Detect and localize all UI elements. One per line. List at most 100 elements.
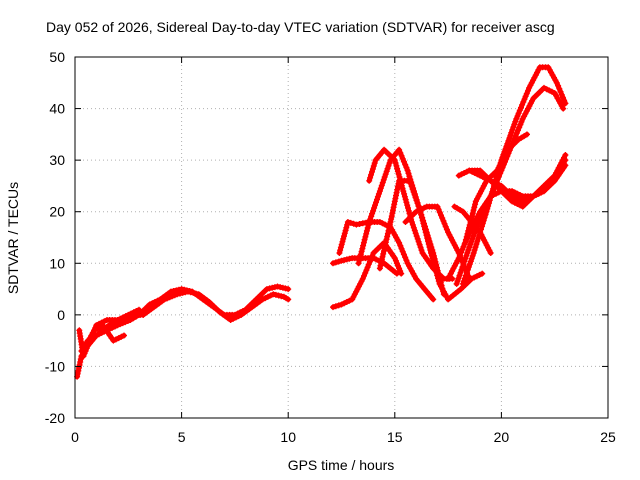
data-point-marker <box>497 170 504 177</box>
x-tick-label: 15 <box>387 429 403 445</box>
data-point-marker <box>374 196 380 203</box>
data-point-marker <box>471 230 478 237</box>
data-point-marker <box>393 270 400 277</box>
x-tick-label: 10 <box>280 429 296 445</box>
data-point-marker <box>98 329 105 336</box>
data-point-marker <box>541 84 547 91</box>
data-point-marker <box>370 207 377 214</box>
data-point-marker <box>518 118 525 125</box>
data-point-marker <box>438 212 444 219</box>
y-axis-title: SDTVAR / TECUs <box>5 182 21 294</box>
data-point-marker <box>425 241 432 248</box>
data-point-marker <box>533 192 539 198</box>
data-point-marker <box>463 269 470 276</box>
data-point-marker <box>378 182 385 189</box>
data-point-marker <box>423 232 430 239</box>
data-point-marker <box>424 235 431 242</box>
data-point-marker <box>367 216 374 223</box>
data-point-marker <box>121 332 127 339</box>
data-point-marker <box>411 191 418 198</box>
data-point-marker <box>509 126 516 133</box>
data-point-marker <box>341 230 348 237</box>
data-point-marker <box>507 132 514 139</box>
data-point-marker <box>363 227 370 234</box>
satellite-track-06 <box>140 288 292 323</box>
data-point-marker <box>332 259 339 266</box>
data-point-marker <box>402 254 409 261</box>
data-point-marker <box>371 205 378 211</box>
data-point-marker <box>435 275 441 282</box>
data-point-marker <box>495 189 502 196</box>
data-point-marker <box>461 240 468 247</box>
data-point-marker <box>381 174 388 180</box>
data-point-marker <box>338 301 345 308</box>
data-point-marker <box>346 297 353 304</box>
data-point-marker <box>365 261 372 268</box>
data-point-marker <box>363 230 370 237</box>
data-point-marker <box>117 321 124 328</box>
data-point-marker <box>527 194 534 201</box>
data-point-marker <box>362 233 369 240</box>
data-point-marker <box>409 186 416 193</box>
data-point-marker <box>512 133 519 140</box>
data-point-marker <box>472 201 479 208</box>
data-point-marker <box>342 227 349 234</box>
data-point-marker <box>521 113 528 120</box>
data-point-marker <box>264 293 271 300</box>
satellite-track-19 <box>466 162 569 205</box>
series-layer <box>74 64 569 380</box>
data-point-marker <box>558 91 565 98</box>
x-tick-label: 20 <box>494 429 510 445</box>
data-point-marker <box>461 258 468 265</box>
data-point-marker <box>474 238 481 245</box>
data-point-marker <box>469 252 476 259</box>
data-point-marker <box>523 90 530 97</box>
data-point-marker <box>74 370 81 377</box>
data-point-marker <box>357 254 364 261</box>
data-point-marker <box>518 104 524 111</box>
data-point-marker <box>285 286 292 293</box>
data-point-marker <box>177 290 183 297</box>
data-point-marker <box>399 185 406 192</box>
data-point-marker <box>367 174 374 181</box>
data-point-marker <box>504 140 511 147</box>
data-point-marker <box>400 158 407 165</box>
data-point-marker <box>330 260 336 267</box>
data-point-marker <box>468 238 475 245</box>
data-point-marker <box>465 247 472 254</box>
data-point-marker <box>404 202 411 209</box>
data-point-marker <box>405 207 412 214</box>
data-point-marker <box>401 193 408 200</box>
data-point-marker <box>339 238 346 245</box>
data-point-marker <box>418 214 425 221</box>
data-point-marker <box>381 245 388 252</box>
data-point-marker <box>436 209 443 216</box>
y-tick-label: 20 <box>49 204 65 220</box>
data-point-marker <box>358 248 365 255</box>
data-point-marker <box>509 198 516 205</box>
x-tick-label: 5 <box>178 429 186 445</box>
data-point-marker <box>471 247 478 253</box>
data-point-marker <box>508 129 515 136</box>
data-point-marker <box>376 188 383 195</box>
data-point-marker <box>343 224 350 231</box>
data-point-marker <box>525 87 531 94</box>
data-point-marker <box>435 206 442 213</box>
data-point-marker <box>398 245 405 252</box>
data-point-marker <box>373 256 380 263</box>
data-point-marker <box>460 280 466 287</box>
data-point-marker <box>396 239 403 246</box>
data-point-marker <box>394 183 401 190</box>
data-point-marker <box>458 249 465 256</box>
data-point-marker <box>457 269 464 276</box>
data-point-marker <box>366 219 373 225</box>
y-tick-label: 30 <box>49 152 65 168</box>
data-point-marker <box>377 262 384 269</box>
data-point-marker <box>344 221 351 228</box>
data-point-marker <box>337 247 344 254</box>
data-point-marker <box>510 124 517 131</box>
data-point-marker <box>432 266 439 273</box>
data-point-marker <box>556 85 563 92</box>
data-point-marker <box>101 328 108 335</box>
data-point-marker <box>282 285 289 292</box>
